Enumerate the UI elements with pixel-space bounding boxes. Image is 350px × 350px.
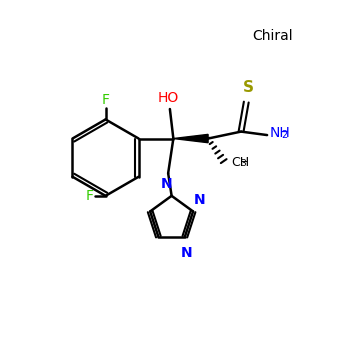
Text: HO: HO [158, 91, 179, 105]
Text: 3: 3 [241, 159, 246, 168]
Text: S: S [243, 80, 253, 95]
Text: CH: CH [231, 156, 250, 169]
Text: NH: NH [270, 126, 290, 140]
Text: N: N [181, 246, 193, 260]
Polygon shape [173, 134, 208, 143]
Text: N: N [194, 193, 205, 207]
Text: 2: 2 [281, 130, 288, 140]
Text: F: F [102, 93, 110, 107]
Text: N: N [161, 177, 172, 191]
Text: F: F [85, 189, 93, 203]
Text: Chiral: Chiral [252, 29, 293, 43]
